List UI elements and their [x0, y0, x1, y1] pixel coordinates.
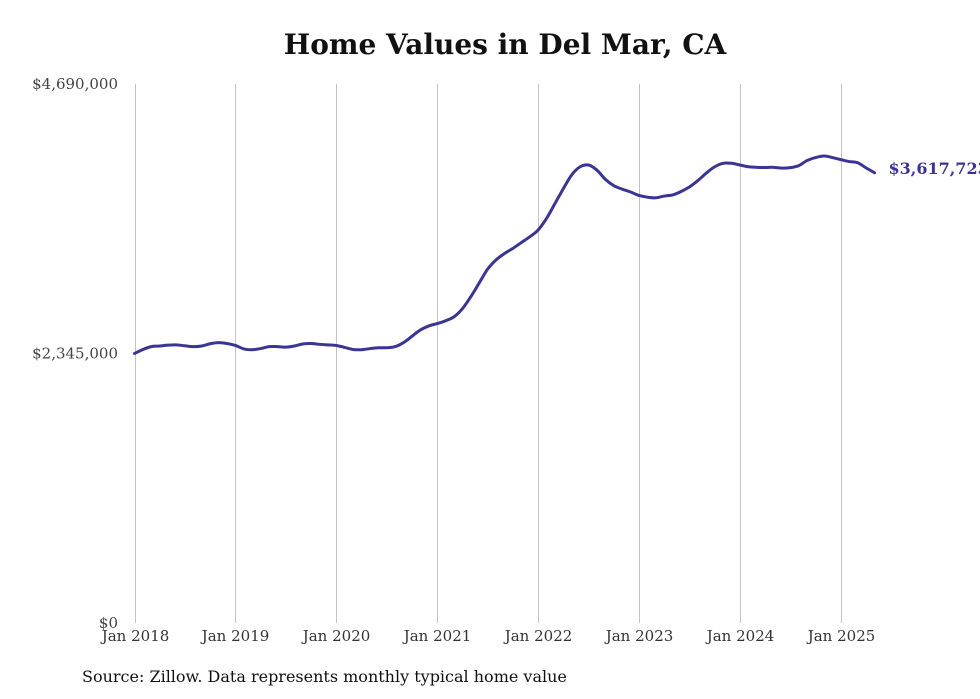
chart-title: Home Values in Del Mar, CA [283, 28, 727, 61]
x-tick-label: Jan 2019 [200, 627, 270, 645]
x-tick-label: Jan 2024 [705, 627, 775, 645]
x-tick-label: Jan 2023 [604, 627, 674, 645]
x-axis-ticks: Jan 2018 Jan 2019 Jan 2020 Jan 2021 Jan 2022… [100, 627, 876, 645]
gridlines [135, 84, 842, 623]
x-tick-label: Jan 2020 [301, 627, 371, 645]
y-axis-ticks: $0 $2,345,000 $4,690,000 [32, 75, 118, 632]
end-value-label: $3,617,723 [889, 159, 980, 178]
x-tick-label: Jan 2025 [806, 627, 876, 645]
x-tick-label: Jan 2018 [100, 627, 170, 645]
x-tick-label: Jan 2022 [503, 627, 573, 645]
y-tick-label: $0 [99, 614, 118, 632]
home-value-line [133, 154, 876, 355]
y-tick-label: $2,345,000 [32, 345, 118, 363]
source-note: Source: Zillow. Data represents monthly … [82, 667, 567, 686]
y-tick-label: $4,690,000 [32, 75, 118, 93]
x-tick-label: Jan 2021 [402, 627, 472, 645]
